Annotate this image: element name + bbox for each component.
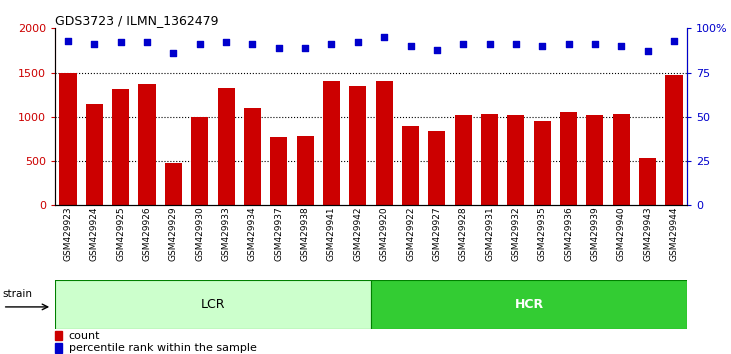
Bar [534,121,550,205]
Point [299,45,311,51]
Bar [639,159,656,205]
Point [273,45,284,51]
Bar [402,126,419,205]
Bar [481,114,498,205]
Point [141,40,153,45]
Bar [270,137,287,205]
Text: percentile rank within the sample: percentile rank within the sample [69,343,257,353]
Bar [613,114,630,205]
Text: GDS3723 / ILMN_1362479: GDS3723 / ILMN_1362479 [55,14,219,27]
Point [167,50,179,56]
Bar [371,280,687,329]
Text: count: count [69,331,100,341]
Point [194,41,205,47]
Point [616,43,627,49]
Point [484,41,496,47]
Bar [297,136,314,205]
Point [246,41,258,47]
Bar [349,86,366,205]
Point [458,41,469,47]
Point [379,34,390,40]
Point [352,40,363,45]
Point [510,41,522,47]
Bar [376,81,393,205]
Bar [507,115,524,205]
Point [589,41,601,47]
Bar [164,163,182,205]
Bar [218,88,235,205]
Bar [55,280,371,329]
Point [668,38,680,44]
Bar [560,112,577,205]
Bar [428,131,445,205]
Point [642,48,654,54]
Text: HCR: HCR [515,298,544,311]
Bar [244,108,261,205]
Bar [192,117,208,205]
Point [431,47,443,52]
Point [563,41,575,47]
Text: strain: strain [3,289,33,298]
Bar [586,115,604,205]
Point [405,43,417,49]
Bar [455,115,471,205]
Point [220,40,232,45]
Bar [86,104,103,205]
Point [115,40,126,45]
Point [88,41,100,47]
Text: LCR: LCR [200,298,225,311]
Bar [59,73,77,205]
Bar [55,331,62,341]
Point [62,38,74,44]
Bar [55,343,62,353]
Point [325,41,337,47]
Bar [112,88,129,205]
Bar [138,84,156,205]
Point [537,43,548,49]
Bar [323,81,340,205]
Bar [665,75,683,205]
